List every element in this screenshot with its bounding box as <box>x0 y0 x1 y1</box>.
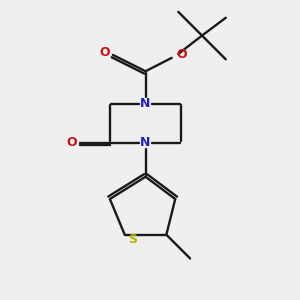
Text: S: S <box>128 233 137 246</box>
Text: O: O <box>176 48 187 62</box>
Text: N: N <box>140 136 151 149</box>
Text: N: N <box>140 98 151 110</box>
Text: O: O <box>100 46 110 59</box>
Text: O: O <box>67 136 77 149</box>
